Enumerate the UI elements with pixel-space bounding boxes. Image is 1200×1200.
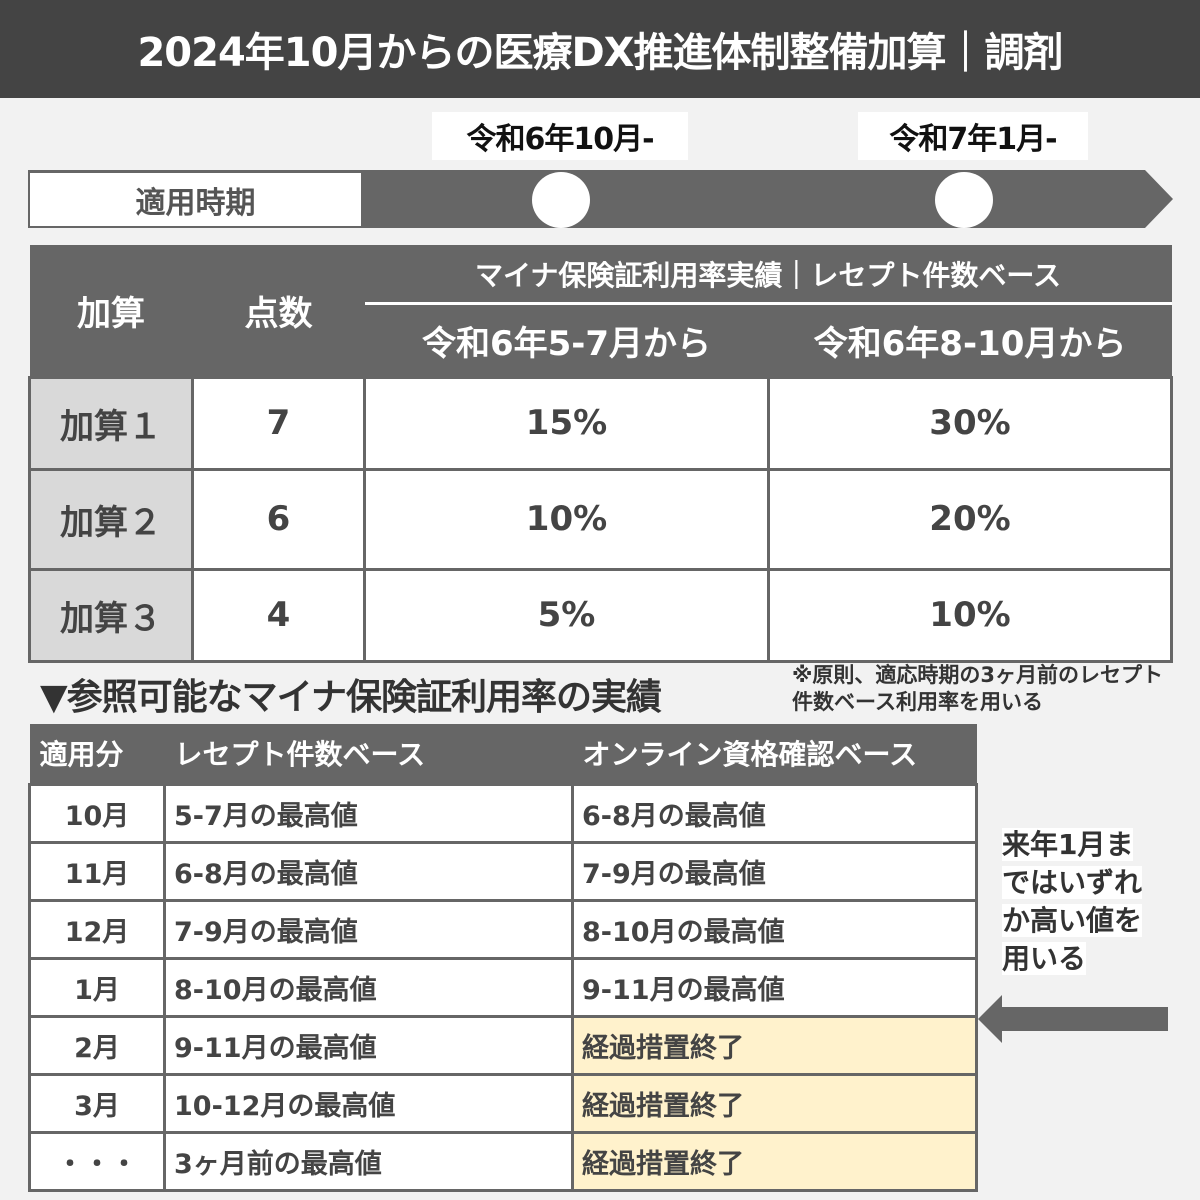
- header-points: 点数: [192, 245, 365, 377]
- points-table: 加算 点数 マイナ保険証利用率実績｜レセプト件数ベース 令和6年5-7月から 令…: [28, 245, 1173, 663]
- row-rate1: 15%: [363, 375, 770, 471]
- row-month: 11月: [28, 840, 166, 902]
- row-online: 8-10月の最高値: [571, 898, 978, 960]
- timeline-point-label-2: 令和7年1月-: [858, 112, 1088, 160]
- timeline-dot-2: [935, 172, 993, 228]
- row-month: 1月: [28, 956, 166, 1018]
- table-row: 加算３ 4 5% 10%: [28, 567, 1173, 663]
- header-sub2: 令和6年8-10月から: [768, 303, 1172, 377]
- row-points: 7: [191, 375, 366, 471]
- timeline-label: 適用時期: [30, 173, 361, 226]
- row-online: 経過措置終了: [571, 1072, 978, 1134]
- row-name: 加算１: [28, 375, 194, 471]
- table-row: 10月 5-7月の最高値 6-8月の最高値: [28, 782, 978, 844]
- header-sub1: 令和6年5-7月から: [364, 303, 769, 377]
- row-online: 6-8月の最高値: [571, 782, 978, 844]
- row-rate1: 10%: [363, 467, 770, 571]
- side-note: 来年1月ま ではいずれ か高い値を 用いる: [1002, 828, 1143, 975]
- row-online: 9-11月の最高値: [571, 956, 978, 1018]
- table-row: 12月 7-9月の最高値 8-10月の最高値: [28, 898, 978, 960]
- row-rate2: 10%: [767, 567, 1173, 663]
- row-month: ・・・: [28, 1130, 166, 1192]
- table-row: 加算２ 6 10% 20%: [28, 467, 1173, 571]
- timeline-dot-1: [532, 172, 590, 228]
- table-row: ・・・ 3ヶ月前の最高値 経過措置終了: [28, 1130, 978, 1192]
- footnote: ※原則、適応時期の3ヶ月前のレセプト件数ベース利用率を用いる: [792, 663, 1164, 714]
- row-month: 2月: [28, 1014, 166, 1076]
- row-month: 3月: [28, 1072, 166, 1134]
- row-receipt: 5-7月の最高値: [163, 782, 574, 844]
- row-receipt: 10-12月の最高値: [163, 1072, 574, 1134]
- row-receipt: 9-11月の最高値: [163, 1014, 574, 1076]
- header-month: 適用分: [29, 724, 165, 784]
- row-month: 12月: [28, 898, 166, 960]
- row-rate2: 20%: [767, 467, 1173, 571]
- reference-table: 適用分 レセプト件数ベース オンライン資格確認ベース 10月 5-7月の最高値 …: [28, 724, 978, 1192]
- header-group: マイナ保険証利用率実績｜レセプト件数ベース: [364, 245, 1172, 306]
- table-row: 加算１ 7 15% 30%: [28, 375, 1173, 471]
- row-rate1: 5%: [363, 567, 770, 663]
- page-title: 2024年10月からの医療DX推進体制整備加算｜調剤: [0, 0, 1200, 98]
- row-receipt: 8-10月の最高値: [163, 956, 574, 1018]
- row-online: 経過措置終了: [571, 1014, 978, 1076]
- table-row: 11月 6-8月の最高値 7-9月の最高値: [28, 840, 978, 902]
- row-online: 経過措置終了: [571, 1130, 978, 1192]
- row-online: 7-9月の最高値: [571, 840, 978, 902]
- row-receipt: 7-9月の最高値: [163, 898, 574, 960]
- row-points: 4: [191, 567, 366, 663]
- row-rate2: 30%: [767, 375, 1173, 471]
- left-arrow-icon: [978, 995, 1168, 1043]
- table-row: 2月 9-11月の最高値 経過措置終了: [28, 1014, 978, 1076]
- header-receipt: レセプト件数ベース: [164, 724, 573, 784]
- row-receipt: 6-8月の最高値: [163, 840, 574, 902]
- table-row: 1月 8-10月の最高値 9-11月の最高値: [28, 956, 978, 1018]
- timeline-point-label-1: 令和6年10月-: [432, 112, 688, 160]
- row-name: 加算２: [28, 467, 194, 571]
- row-name: 加算３: [28, 567, 194, 663]
- row-month: 10月: [28, 782, 166, 844]
- section-title: ▼参照可能なマイナ保険証利用率の実績: [40, 677, 662, 718]
- row-receipt: 3ヶ月前の最高値: [163, 1130, 574, 1192]
- table-row: 3月 10-12月の最高値 経過措置終了: [28, 1072, 978, 1134]
- row-points: 6: [191, 467, 366, 571]
- header-online: オンライン資格確認ベース: [572, 724, 977, 784]
- header-addition: 加算: [29, 245, 193, 377]
